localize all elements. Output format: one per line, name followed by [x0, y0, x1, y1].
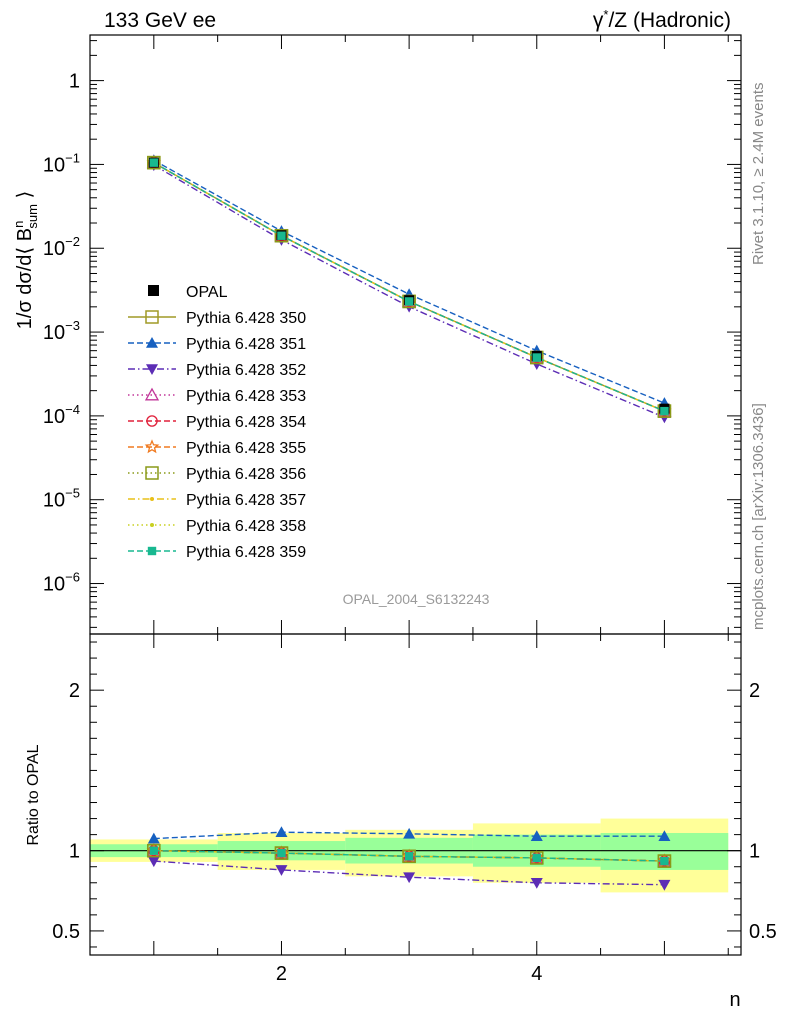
- ratio-line: [153, 860, 665, 886]
- main-panel: 1 10−1 10−2 10−3 10−4 10−5 10−6 OPAL_2004_S613…: [11, 34, 742, 635]
- series-point: [532, 353, 541, 362]
- legend-marker: [144, 387, 160, 401]
- x-tick-label: 4: [531, 963, 542, 985]
- ratio-point: [530, 830, 543, 842]
- ratio-point: [147, 856, 160, 868]
- legend-label: Pythia 6.428 353: [186, 388, 306, 405]
- ratio-series-pythia-6-428-351: [147, 826, 671, 844]
- legend-marker: [150, 497, 154, 501]
- legend-label: OPAL: [186, 284, 228, 301]
- opal-data: [148, 157, 670, 416]
- legend-marker: [146, 415, 158, 427]
- ratio-point: [275, 865, 288, 876]
- ratio-panel: 0.5 0.5 1 1 2 2 2 4 Ratio to OPAL n: [25, 633, 777, 1011]
- rivet-version-label: Rivet 3.1.10, ≥ 2.4M events: [750, 83, 767, 266]
- ratio-point: [530, 877, 543, 889]
- legend-marker: [150, 523, 154, 527]
- y-tick-label: 10−3: [43, 318, 80, 344]
- ratio-y-tick-label-right: 0.5: [749, 921, 777, 943]
- ratio-series-pythia-6-428-352: [147, 856, 671, 891]
- ratio-y-tick-label: 0.5: [52, 921, 80, 943]
- ratio-plot-area: [90, 818, 741, 893]
- ratio-frame: [89, 633, 742, 956]
- legend-label: Pythia 6.428 352: [186, 362, 306, 379]
- ratio-y-tick-label-right: 1: [749, 841, 760, 863]
- legend-label: Pythia 6.428 357: [186, 492, 306, 509]
- ratio-point: [277, 848, 286, 858]
- ratio-point: [147, 832, 160, 844]
- plot-title-left: 133 GeV ee: [104, 9, 216, 32]
- legend-marker: [144, 439, 160, 454]
- y-tick-label: 10−5: [43, 486, 80, 512]
- ratio-point: [275, 826, 288, 838]
- y-tick-label: 1: [69, 71, 80, 93]
- legend-label: Pythia 6.428 359: [186, 544, 306, 561]
- plot-title-right: γ*/Z (Hadronic): [593, 7, 731, 32]
- legend-label: Pythia 6.428 351: [186, 336, 306, 353]
- series-point: [149, 158, 159, 167]
- legend-marker: [145, 466, 159, 480]
- ratio-y-tick-label-right: 2: [749, 680, 760, 702]
- main-y-axis-label: 1/σ dσ/d⟨ Bnsum ⟩: [11, 191, 40, 330]
- mcplots-label: mcplots.cern.ch [arXiv:1306.3436]: [750, 403, 767, 630]
- legend-label: Pythia 6.428 354: [186, 414, 306, 431]
- y-tick-label: 10−2: [43, 234, 80, 260]
- ratio-series-pythia-6-428-359: [149, 846, 669, 866]
- series-point: [660, 406, 669, 416]
- analysis-watermark: OPAL_2004_S6132243: [343, 591, 490, 607]
- x-tick-label: 2: [276, 963, 287, 985]
- ratio-point: [403, 872, 416, 884]
- legend-label: Pythia 6.428 355: [186, 440, 306, 457]
- legend-label: Pythia 6.428 358: [186, 518, 306, 535]
- ratio-y-tick-label: 1: [69, 841, 80, 863]
- ratio-point: [149, 846, 159, 855]
- legend-marker: [145, 310, 159, 324]
- legend-label: Pythia 6.428 356: [186, 466, 306, 483]
- ratio-point: [403, 827, 416, 839]
- y-tick-label: 10−4: [43, 402, 80, 428]
- legend-marker: [146, 364, 158, 375]
- ratio-point: [658, 830, 671, 842]
- legend-marker: [147, 546, 157, 556]
- ratio-y-tick-label: 2: [69, 680, 80, 702]
- legend-marker: [148, 285, 159, 296]
- series-point: [404, 297, 414, 306]
- ratio-point: [404, 852, 414, 861]
- legend-marker: [146, 337, 158, 348]
- main-axis-ticks: 1 10−1 10−2 10−3 10−4 10−5 10−6: [43, 35, 741, 634]
- ratio-point: [660, 856, 669, 866]
- series-point: [277, 231, 286, 240]
- ratio-point: [532, 853, 541, 863]
- ratio-axis-ticks: 0.5 0.5 1 1 2 2 2 4: [52, 634, 777, 985]
- series-point: [147, 155, 161, 170]
- ratio-y-axis-label: Ratio to OPAL: [25, 744, 42, 845]
- y-tick-label: 10−1: [43, 150, 80, 176]
- main-plot-area: [146, 154, 672, 424]
- legend: OPAL Pythia 6.428 350 Pythia 6.428 351 Pyth…: [128, 284, 306, 561]
- series-point: [274, 228, 289, 243]
- ratio-point: [658, 879, 671, 891]
- x-axis-label: n: [729, 989, 740, 1011]
- legend-label: Pythia 6.428 350: [186, 310, 306, 327]
- y-tick-label: 10−6: [43, 570, 80, 596]
